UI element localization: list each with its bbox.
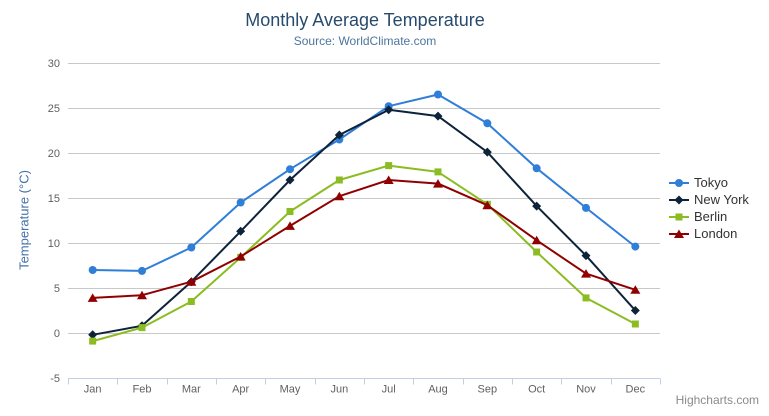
x-axis-label: Jun — [330, 384, 348, 396]
legend-item-berlin[interactable]: Berlin — [669, 208, 749, 225]
data-point-marker[interactable] — [187, 243, 196, 252]
y-axis-label: 0 — [54, 328, 60, 340]
data-point-marker[interactable] — [532, 201, 542, 211]
x-axis-label: Aug — [428, 384, 448, 396]
data-point-marker[interactable] — [531, 235, 542, 245]
y-axis-label: 5 — [54, 283, 60, 295]
x-axis-label: Apr — [232, 384, 249, 396]
data-point-marker[interactable] — [434, 168, 442, 176]
data-point-marker[interactable] — [286, 208, 294, 215]
legend: Tokyo New York Berlin London — [669, 174, 749, 242]
data-point-marker[interactable] — [385, 162, 393, 170]
data-point-marker[interactable] — [630, 306, 640, 315]
data-point-marker[interactable] — [482, 147, 492, 157]
data-point-marker[interactable] — [433, 111, 443, 121]
data-point-marker[interactable] — [532, 164, 541, 173]
data-point-marker[interactable] — [236, 226, 246, 236]
chart-subtitle: Source: WorldClimate.com — [293, 34, 437, 48]
data-point-marker[interactable] — [138, 266, 146, 275]
triangle-up-marker-icon — [669, 229, 689, 238]
y-axis-label: 15 — [48, 193, 60, 205]
data-point-marker[interactable] — [582, 203, 590, 212]
data-point-marker[interactable] — [384, 105, 394, 115]
data-point-marker[interactable] — [137, 290, 147, 300]
data-point-marker[interactable] — [285, 221, 295, 230]
series-london[interactable] — [87, 175, 641, 302]
series-line[interactable] — [91, 164, 637, 343]
series-tokyo[interactable] — [88, 90, 640, 275]
x-axis-label: Mar — [182, 384, 201, 396]
data-point-marker[interactable] — [674, 195, 684, 204]
legend-label: Tokyo — [694, 175, 728, 190]
legend-label: New York — [694, 192, 749, 207]
x-axis-label: Feb — [133, 384, 152, 396]
legend-item-tokyo[interactable]: Tokyo — [669, 174, 749, 191]
data-point-marker[interactable] — [235, 252, 246, 261]
legend-item-london[interactable]: London — [669, 225, 749, 242]
legend-label: Berlin — [694, 209, 728, 224]
series-line[interactable] — [91, 179, 637, 299]
data-point-marker[interactable] — [187, 298, 195, 305]
diamond-marker-icon — [669, 195, 689, 204]
data-point-marker[interactable] — [433, 179, 443, 188]
data-point-marker[interactable] — [434, 90, 442, 99]
square-marker-icon — [669, 213, 689, 220]
data-point-marker[interactable] — [335, 176, 343, 184]
series-new-york[interactable] — [88, 105, 640, 340]
data-point-marker[interactable] — [285, 175, 295, 185]
data-point-marker[interactable] — [186, 277, 197, 286]
x-axis-label: Dec — [626, 384, 646, 396]
legend-item-new-york[interactable]: New York — [669, 191, 749, 208]
y-axis-label: -5 — [50, 373, 60, 385]
data-point-marker[interactable] — [334, 191, 345, 201]
data-point-marker[interactable] — [631, 320, 639, 328]
data-point-marker[interactable] — [482, 200, 493, 210]
data-point-marker[interactable] — [236, 198, 245, 207]
data-point-marker[interactable] — [88, 266, 97, 274]
data-point-marker[interactable] — [138, 324, 146, 332]
x-axis-label: Nov — [576, 384, 596, 396]
data-point-marker[interactable] — [674, 229, 684, 238]
data-point-marker[interactable] — [581, 269, 591, 278]
data-point-marker[interactable] — [286, 165, 294, 174]
data-point-marker[interactable] — [334, 130, 344, 140]
x-axis-label: Jul — [382, 384, 396, 396]
data-point-marker[interactable] — [383, 175, 394, 185]
data-point-marker[interactable] — [581, 251, 591, 261]
chart-title: Monthly Average Temperature — [245, 10, 485, 30]
data-point-marker[interactable] — [630, 285, 641, 294]
data-point-marker[interactable] — [675, 178, 683, 187]
export-menu-button[interactable] — [728, 14, 752, 31]
y-axis-label: 20 — [48, 148, 60, 160]
data-point-marker[interactable] — [89, 337, 97, 345]
series-line[interactable] — [91, 108, 637, 336]
series-line[interactable] — [91, 93, 637, 272]
x-axis-label: May — [280, 384, 301, 396]
circle-marker-icon — [669, 178, 689, 187]
data-point-marker[interactable] — [533, 248, 541, 256]
x-axis-label: Jan — [84, 384, 102, 396]
data-point-marker[interactable] — [483, 119, 492, 128]
y-axis-label: 10 — [48, 238, 60, 250]
data-point-marker[interactable] — [675, 213, 683, 220]
legend-label: London — [694, 226, 738, 241]
y-axis-label: 25 — [48, 103, 60, 115]
data-point-marker[interactable] — [582, 294, 590, 302]
y-axis-label: 30 — [48, 58, 60, 70]
data-point-marker[interactable] — [631, 242, 640, 251]
credits-link[interactable]: Highcharts.com — [675, 393, 759, 407]
x-axis-label: Oct — [528, 384, 545, 396]
x-axis-label: Sep — [478, 384, 498, 396]
data-point-marker[interactable] — [87, 293, 98, 302]
data-point-marker[interactable] — [88, 330, 98, 340]
